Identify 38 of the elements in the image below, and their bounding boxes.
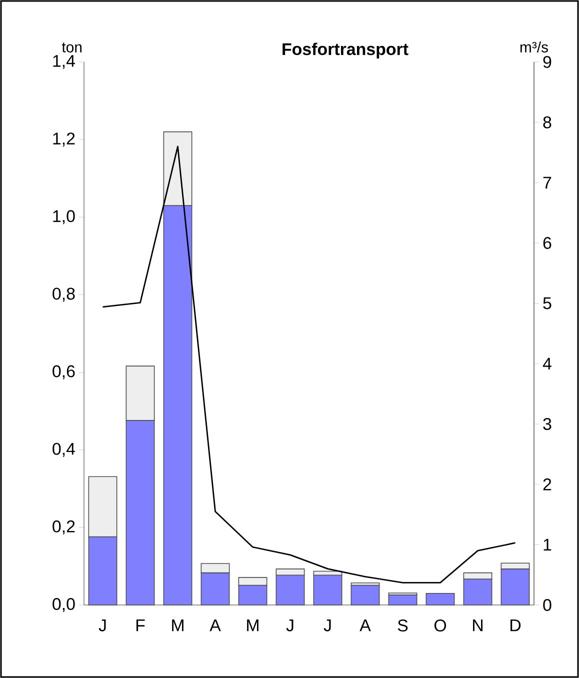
y2-tick-label: 1 xyxy=(544,538,552,550)
y2-tick-label: 6 xyxy=(543,236,552,249)
y2-axis-title: m³/s xyxy=(520,42,548,52)
x-tick-label: A xyxy=(210,620,221,632)
x-tick-label: M xyxy=(172,620,184,632)
x-tick-label: D xyxy=(510,620,521,632)
x-tick-label: A xyxy=(360,620,371,632)
y2-tick-label: 3 xyxy=(543,418,552,430)
x-tick-label: O xyxy=(434,620,446,632)
y2-tick-label: 8 xyxy=(543,116,552,128)
y2-tick-label: 0 xyxy=(543,598,552,611)
y-tick-label: 0,2 xyxy=(52,520,75,534)
x-tick-label: N xyxy=(473,620,482,632)
line-series xyxy=(102,146,516,584)
y2-tick-label: 9 xyxy=(543,56,552,68)
y2-tick-label: 7 xyxy=(543,176,552,188)
x-tick-label: F xyxy=(136,620,145,632)
bar xyxy=(388,594,418,606)
y-tick-label: 1,2 xyxy=(53,132,75,147)
x-tick-label: S xyxy=(398,620,408,632)
y-tick-label: 1,0 xyxy=(53,210,75,224)
bar xyxy=(313,574,342,606)
y2-tick-label: 5 xyxy=(543,297,552,310)
y-tick-label: 0,6 xyxy=(52,365,75,380)
x-tick-label: J xyxy=(286,620,294,632)
chart-title: Fosfortransport xyxy=(282,42,408,58)
x-tick-label: M xyxy=(247,620,258,632)
y-tick-label: 0,4 xyxy=(52,442,75,457)
x-tick-label: J xyxy=(324,620,331,632)
y-tick-label: 0,0 xyxy=(52,598,75,612)
y2-tick-label: 4 xyxy=(542,358,552,370)
y-tick-label: 0,8 xyxy=(52,288,75,302)
bar xyxy=(426,592,455,606)
y-axis-title: ton xyxy=(62,42,82,52)
bar xyxy=(350,584,380,606)
y-tick-label: 1,4 xyxy=(53,55,75,69)
x-tick-label: J xyxy=(98,620,106,632)
y2-tick-label: 2 xyxy=(543,478,552,490)
